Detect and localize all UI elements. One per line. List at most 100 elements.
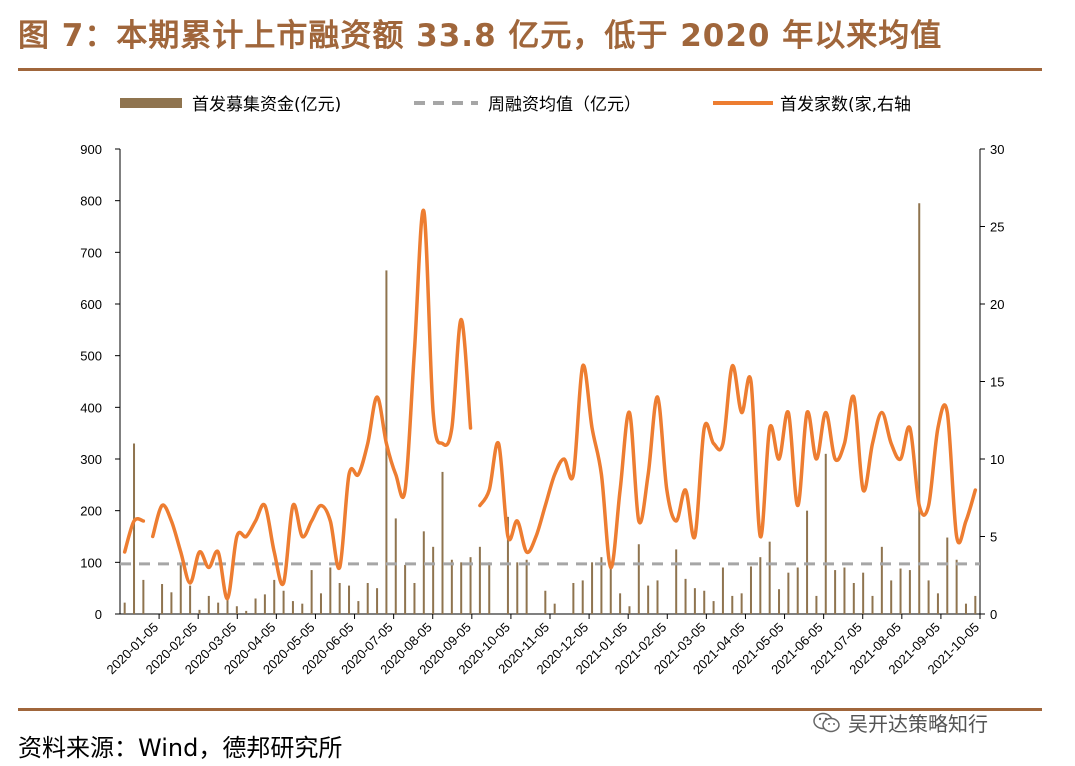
bar xyxy=(544,590,547,614)
bar xyxy=(768,541,771,614)
bar xyxy=(329,567,332,614)
title-divider xyxy=(18,68,1042,71)
bar xyxy=(890,580,893,614)
axes: 0 100 200 300 400 500 600 700 800 900 0 5 10 15 20 25 30… xyxy=(80,142,1004,677)
bar xyxy=(637,544,640,614)
bar xyxy=(796,567,799,614)
legend: 首发募集资金(亿元) 周融资均值（亿元） 首发家数(家,右轴 xyxy=(120,95,911,115)
bar xyxy=(525,559,528,614)
bar xyxy=(245,610,248,614)
bar xyxy=(647,585,650,614)
y-left-tick-label: 300 xyxy=(80,452,102,467)
bar xyxy=(899,568,902,614)
bar xyxy=(441,471,444,614)
y-left-tick-label: 400 xyxy=(80,400,102,415)
bar xyxy=(581,580,584,614)
footer-divider xyxy=(18,708,1042,711)
wechat-icon xyxy=(812,711,842,740)
bar xyxy=(834,570,837,614)
bar xyxy=(123,602,126,614)
bar xyxy=(759,557,762,614)
y-left-tick-label: 600 xyxy=(80,297,102,312)
bar xyxy=(460,562,463,614)
bar xyxy=(553,603,556,614)
legend-label-bars: 首发募集资金(亿元) xyxy=(192,95,341,115)
bar xyxy=(376,588,379,614)
bar xyxy=(432,546,435,614)
legend-label-line: 首发家数(家,右轴 xyxy=(780,95,911,115)
bar xyxy=(273,579,276,614)
line-series xyxy=(122,208,978,601)
bar xyxy=(478,546,481,614)
bar xyxy=(908,570,911,614)
bar xyxy=(787,572,790,614)
bar xyxy=(310,570,313,614)
bar xyxy=(254,598,257,614)
bar xyxy=(955,559,958,614)
chart-title: 图 7：本期累计上市融资额 33.8 亿元，低于 2020 年以来均值 xyxy=(18,18,943,54)
bar xyxy=(179,563,182,614)
bar xyxy=(721,567,724,614)
bar xyxy=(684,578,687,614)
bar xyxy=(366,583,369,614)
bar xyxy=(918,203,921,614)
legend-swatch-bars xyxy=(120,98,182,108)
bar xyxy=(778,589,781,614)
bar xyxy=(506,516,509,614)
bar xyxy=(843,567,846,614)
bar xyxy=(731,595,734,614)
bar xyxy=(338,583,341,614)
bar xyxy=(927,580,930,614)
bar xyxy=(301,603,304,614)
bar xyxy=(862,572,865,614)
y-right-tick-label: 10 xyxy=(990,452,1004,467)
y-left-tick-label: 700 xyxy=(80,245,102,260)
y-right-tick-label: 15 xyxy=(990,375,1004,390)
bar xyxy=(871,595,874,614)
y-left-tick-label: 900 xyxy=(80,142,102,157)
bar xyxy=(226,595,229,614)
bar xyxy=(591,562,594,614)
y-left-tick-label: 100 xyxy=(80,555,102,570)
bar xyxy=(609,567,612,614)
legend-label-mean: 周融资均值（亿元） xyxy=(488,95,641,115)
y-right-tick-label: 25 xyxy=(990,220,1004,235)
bar xyxy=(880,546,883,614)
bar xyxy=(693,588,696,614)
bar xyxy=(974,595,977,614)
bar xyxy=(815,595,818,614)
bar xyxy=(806,510,809,614)
bar xyxy=(217,602,220,614)
bar xyxy=(394,518,397,614)
y-right-tick-label: 0 xyxy=(990,607,997,622)
bar xyxy=(946,537,949,614)
bar xyxy=(282,590,285,614)
bar xyxy=(161,584,164,614)
bar xyxy=(189,585,192,614)
watermark-text: 吴开达策略知行 xyxy=(848,712,988,736)
bar xyxy=(619,593,622,614)
bar xyxy=(422,531,425,614)
bar xyxy=(656,580,659,614)
y-right-tick-label: 30 xyxy=(990,142,1004,157)
bar xyxy=(170,592,173,614)
bar xyxy=(749,566,752,614)
ipo-count-line xyxy=(150,208,473,601)
y-left-tick-label: 0 xyxy=(95,607,102,622)
bar xyxy=(824,453,827,614)
bar xyxy=(404,564,407,614)
bar xyxy=(516,562,519,614)
bar xyxy=(133,443,136,614)
bar xyxy=(263,594,266,614)
bar xyxy=(235,606,238,614)
bar xyxy=(198,609,201,614)
y-left-tick-label: 800 xyxy=(80,194,102,209)
bar xyxy=(600,557,603,614)
bar xyxy=(413,583,416,614)
y-left-tick-label: 500 xyxy=(80,349,102,364)
bar xyxy=(207,595,210,614)
bar xyxy=(291,601,294,614)
bar-series xyxy=(123,203,977,614)
ipo-count-line xyxy=(122,516,146,554)
bar xyxy=(964,603,967,614)
